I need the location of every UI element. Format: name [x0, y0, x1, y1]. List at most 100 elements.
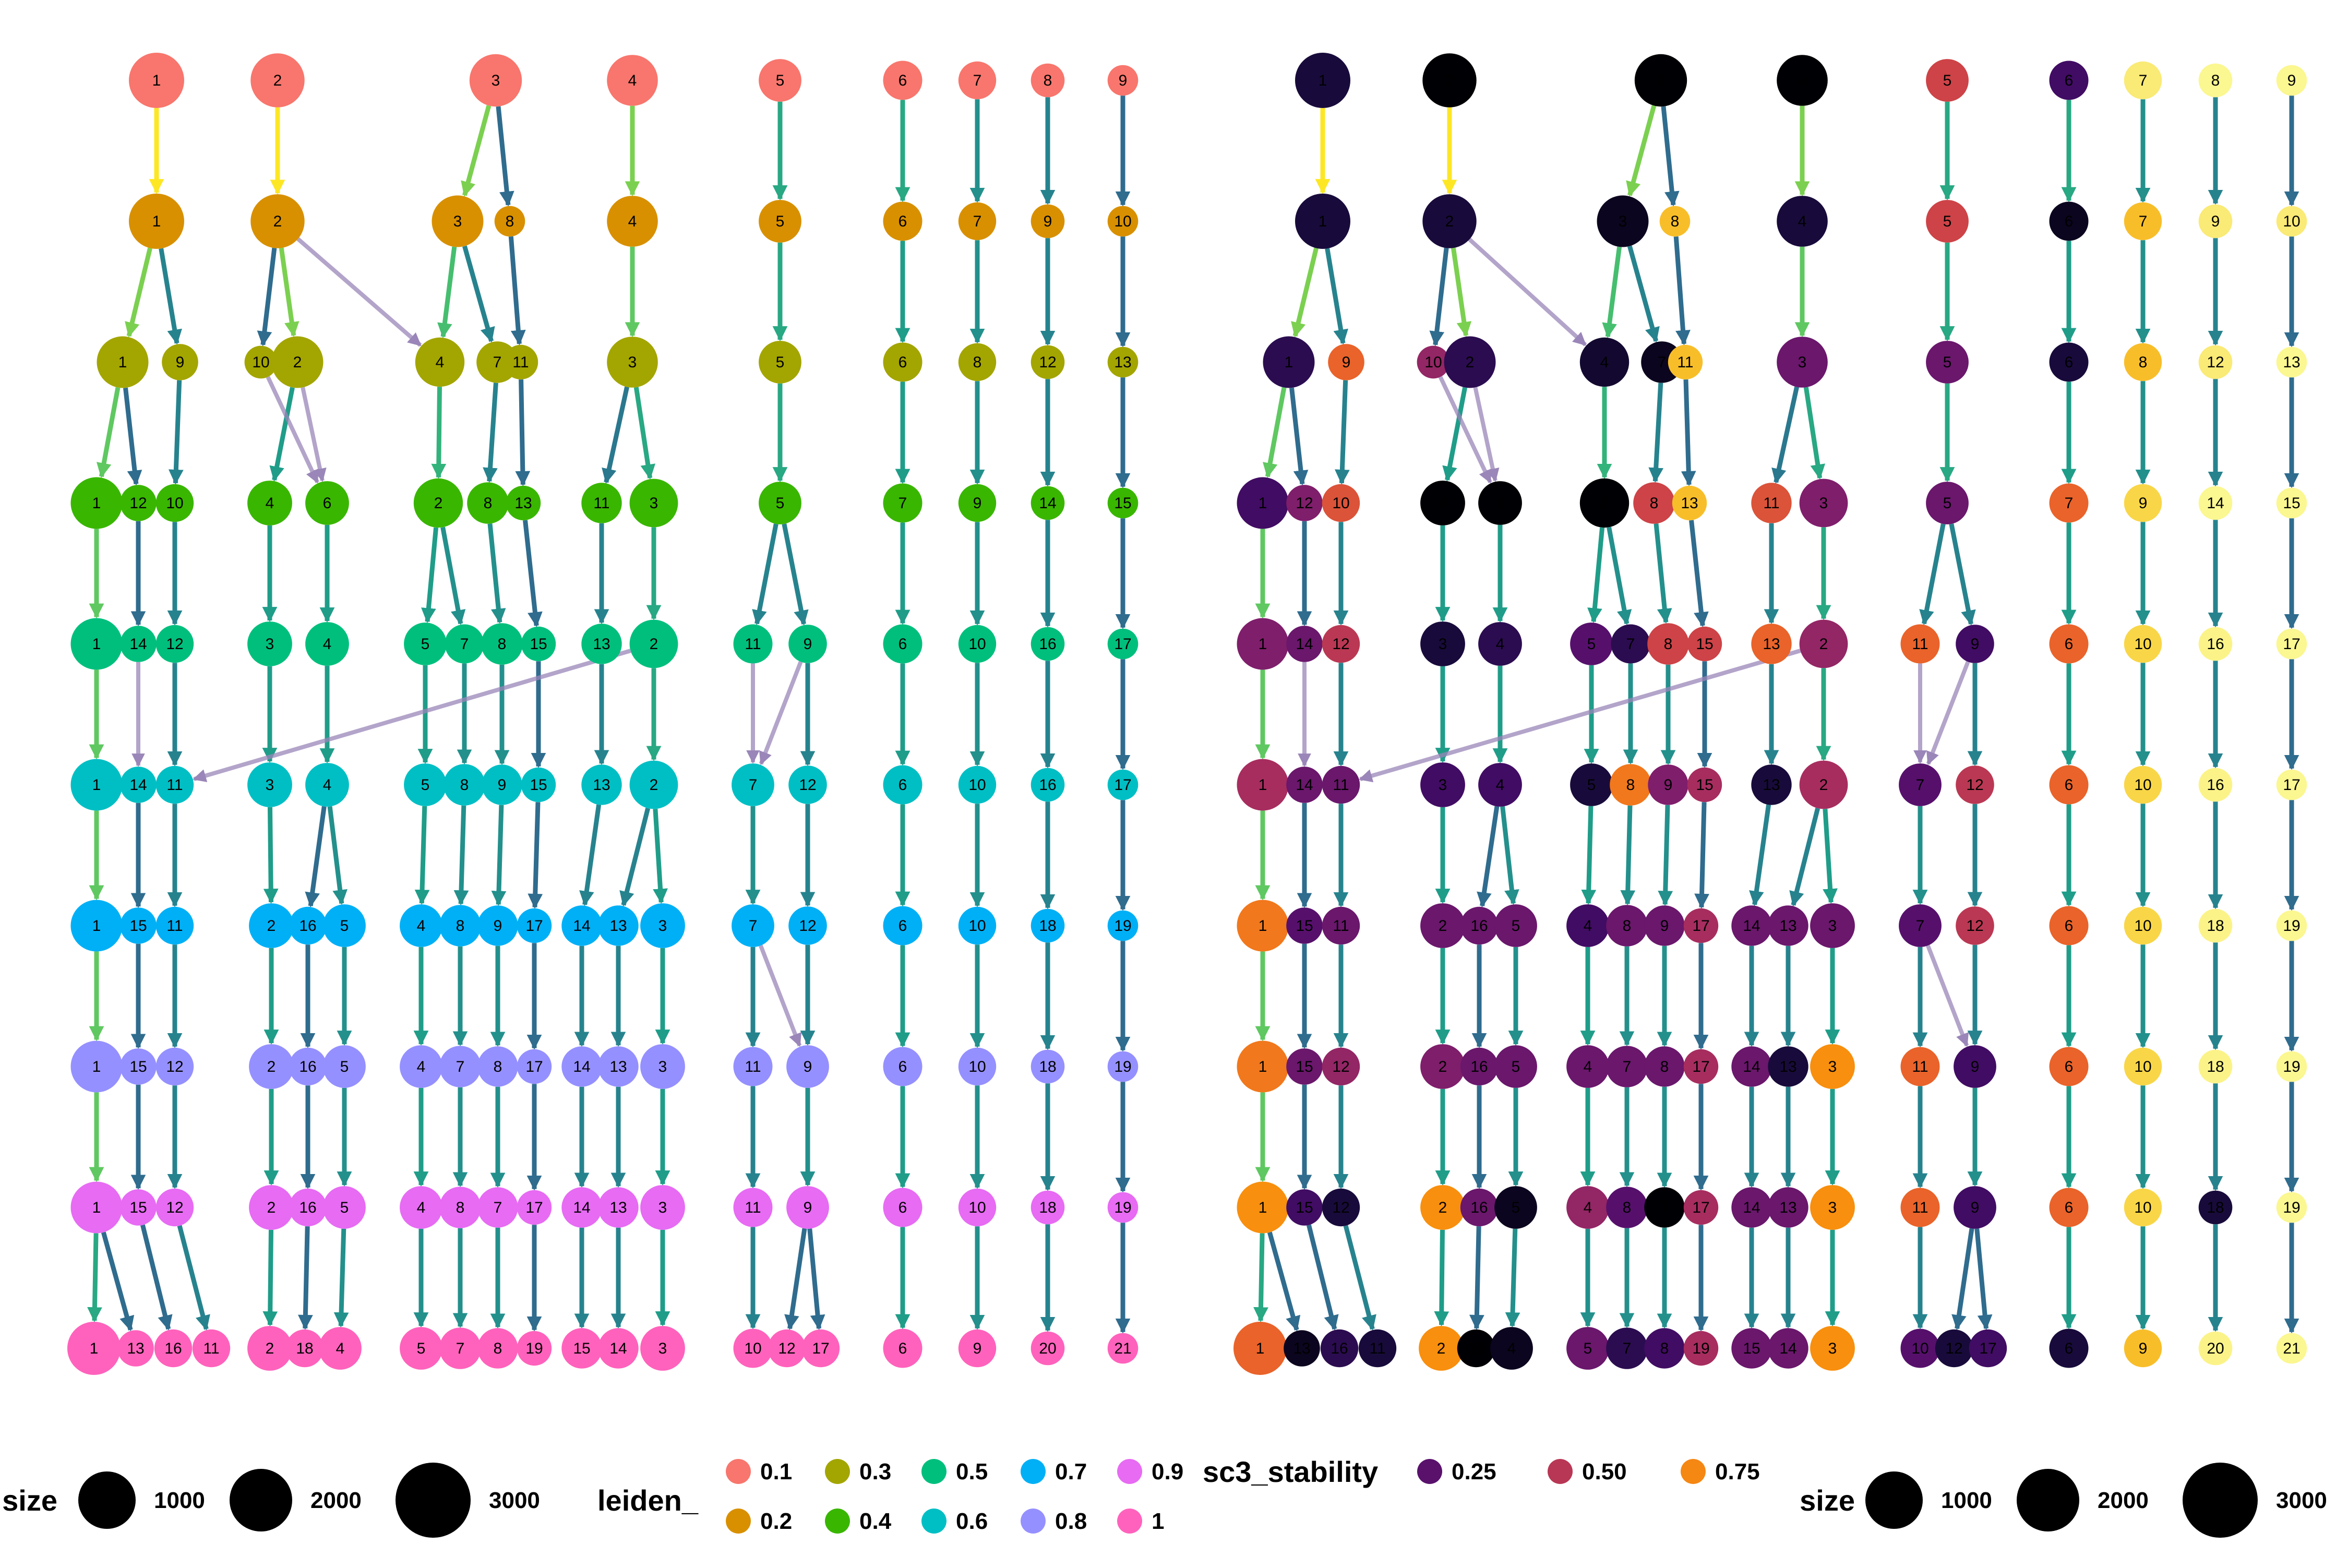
edge-right — [1951, 1228, 1974, 1331]
node-label: 11 — [1369, 1340, 1385, 1357]
node-label: 5 — [340, 917, 349, 935]
node-right-r8-c3 — [1810, 1185, 1855, 1230]
node-label: 9 — [1971, 1199, 1980, 1216]
edge-right — [1749, 804, 1771, 906]
node-right-r8-c8 — [1606, 1187, 1648, 1228]
node-right-r7-c16 — [1460, 1047, 1499, 1086]
node-right-r0-c1 — [1295, 53, 1350, 108]
edge-left — [759, 661, 803, 765]
node-label: 3 — [628, 354, 637, 371]
node-right-r1-c2 — [1422, 194, 1477, 248]
node-label: 5 — [340, 1199, 349, 1216]
legend-resolution-label: 0.2 — [760, 1509, 792, 1534]
node-right-r6-c5 — [1494, 904, 1537, 947]
node-right-r3-c1 — [1237, 477, 1289, 529]
node-left-r2-c2 — [271, 336, 324, 388]
node-label: 4 — [1496, 636, 1505, 653]
node-label: 16 — [2207, 636, 2224, 653]
edge-right — [1291, 247, 1319, 338]
node-label: 11 — [1677, 354, 1693, 371]
node-label: 17 — [2283, 636, 2300, 653]
node-label: 3 — [658, 917, 667, 935]
node-label: 12 — [1039, 354, 1056, 371]
node-label: 15 — [530, 636, 547, 653]
node-label: 4 — [436, 354, 445, 371]
node-label: 5 — [1943, 72, 1952, 89]
node-right-r9-c15 — [1731, 1328, 1772, 1369]
node-left-r6-c13 — [598, 905, 639, 946]
node-left-r4-c11 — [733, 624, 773, 664]
node-right-r5-c3 — [1420, 762, 1465, 807]
node-left-r0-c2 — [250, 53, 305, 107]
node-left-r4-c7 — [445, 624, 484, 664]
node-right-r7-c12 — [1322, 1047, 1360, 1086]
node-label: 4 — [1584, 1199, 1592, 1216]
node-right-r8-c2 — [1420, 1185, 1465, 1230]
node-right-r8-c6 — [2049, 1188, 2089, 1227]
node-label: 9 — [498, 776, 507, 794]
node-label: 11 — [1912, 1058, 1928, 1075]
edge-left — [453, 805, 469, 906]
edge-left — [159, 248, 182, 345]
legend-resolution-key — [726, 1459, 751, 1484]
node-left-r6-c17 — [517, 908, 552, 943]
edge-right — [1325, 248, 1348, 345]
node-left-r9-c12 — [768, 1329, 806, 1368]
node-left-r6-c1 — [70, 900, 123, 952]
node-label: 3 — [1828, 1058, 1837, 1075]
legend-resolution-label: 0.9 — [1152, 1459, 1183, 1485]
legend-resolution-label: 0.5 — [956, 1459, 988, 1485]
node-label: 8 — [1660, 1340, 1669, 1357]
edge-left — [508, 236, 526, 345]
node-label: 3 — [1619, 213, 1627, 230]
node-left-r0-c1 — [129, 53, 184, 108]
node-label: 15 — [2283, 495, 2300, 512]
node-label: 12 — [2207, 354, 2224, 371]
node-right-r2-c6 — [2049, 342, 2089, 382]
node-right-r6-c17 — [1683, 908, 1719, 943]
node-right-r7-c10 — [2124, 1047, 2162, 1086]
node-label: 1 — [90, 1340, 99, 1357]
node-label: 2 — [1819, 636, 1828, 653]
edge-right — [1658, 805, 1673, 906]
node-left-r8-c12 — [155, 1188, 194, 1227]
node-label: 17 — [1692, 917, 1709, 935]
node-label: 5 — [776, 354, 785, 371]
node-left-r3-c13 — [506, 485, 541, 521]
edge-right — [1771, 386, 1799, 484]
legend-stability-label: 0.75 — [1715, 1459, 1760, 1485]
edge-left — [462, 245, 495, 343]
edge-right — [1267, 1231, 1301, 1332]
node-label: 12 — [1332, 636, 1349, 653]
node-label: 15 — [129, 917, 147, 935]
edge-left — [653, 809, 668, 904]
node-label: 14 — [1743, 1199, 1760, 1216]
node-left-r7-c14 — [561, 1046, 602, 1087]
node-label: 9 — [804, 1058, 812, 1075]
node-right-r6-c15 — [1286, 907, 1323, 944]
node-left-r6-c11 — [155, 906, 194, 945]
node-label: 5 — [1512, 917, 1520, 935]
node-label: 2 — [1439, 1199, 1447, 1216]
node-right-r7-c18 — [2198, 1049, 2233, 1084]
node-label: 9 — [804, 1199, 812, 1216]
node-left-r0-c5 — [759, 59, 801, 102]
node-label: 7 — [456, 1058, 465, 1075]
node-label: 8 — [2139, 354, 2148, 371]
node-label: 12 — [166, 1199, 183, 1216]
legend-resolution-label: 0.3 — [859, 1459, 891, 1485]
node-left-r4-c14 — [120, 626, 157, 662]
node-right-r5-c5 — [1570, 763, 1613, 806]
node-right-r5-c6 — [2049, 765, 2089, 805]
node-right-r3-c6 — [1478, 481, 1522, 525]
edge-left — [301, 387, 327, 482]
node-left-r7-c8 — [477, 1046, 518, 1087]
edge-right — [1289, 387, 1309, 486]
edge-left — [579, 804, 602, 906]
node-label: 4 — [266, 495, 274, 512]
node-left-r6-c15 — [120, 907, 157, 944]
node-label: 5 — [340, 1058, 349, 1075]
node-left-r8-c8 — [439, 1187, 481, 1228]
node-left-r4-c16 — [1031, 627, 1065, 661]
node-right-r9-c11 — [1358, 1329, 1397, 1368]
